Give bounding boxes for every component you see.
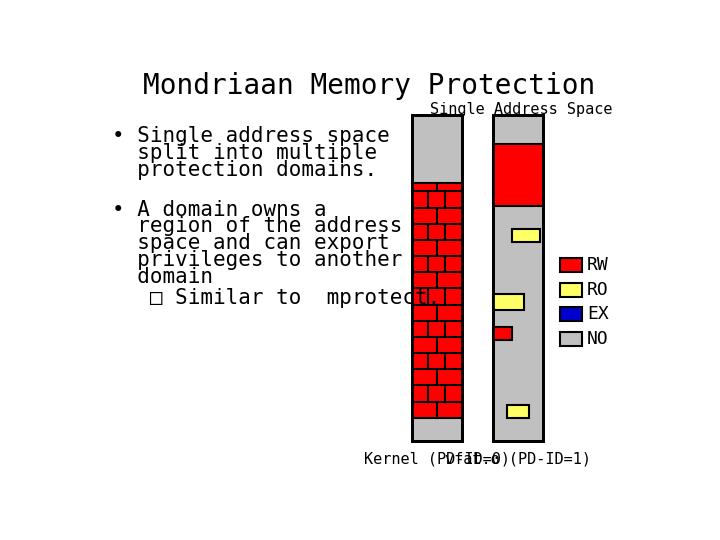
Text: region of the address: region of the address [112, 217, 402, 237]
Bar [493, 115, 544, 441]
Text: vfat.o (PD-ID=1): vfat.o (PD-ID=1) [445, 451, 591, 467]
Bar [507, 405, 529, 418]
Text: □ Similar to  mprotect.: □ Similar to mprotect. [112, 288, 440, 308]
Bar [412, 115, 462, 441]
Text: RO: RO [587, 281, 608, 299]
Text: protection domains.: protection domains. [112, 160, 377, 180]
Text: NO: NO [587, 330, 608, 348]
Bar [412, 115, 462, 441]
Text: domain: domain [112, 267, 212, 287]
Bar [493, 115, 544, 441]
Bar [560, 307, 582, 321]
Bar [560, 258, 582, 272]
Bar [412, 183, 462, 418]
Text: Single Address Space: Single Address Space [431, 102, 613, 117]
Bar [493, 327, 512, 340]
Text: • A domain owns a: • A domain owns a [112, 200, 326, 220]
Text: RW: RW [587, 256, 608, 274]
Text: privileges to another: privileges to another [112, 251, 402, 271]
Bar [493, 144, 544, 206]
Text: split into multiple: split into multiple [112, 143, 377, 163]
Bar [560, 283, 582, 296]
Bar [560, 332, 582, 346]
Text: • Single address space: • Single address space [112, 126, 390, 146]
Text: space and can export: space and can export [112, 233, 390, 253]
Text: Mondriaan Memory Protection: Mondriaan Memory Protection [143, 72, 595, 100]
Text: Kernel (PD-ID=0): Kernel (PD-ID=0) [364, 451, 510, 467]
Bar [493, 294, 524, 310]
Bar [512, 229, 540, 242]
Text: EX: EX [587, 305, 608, 323]
